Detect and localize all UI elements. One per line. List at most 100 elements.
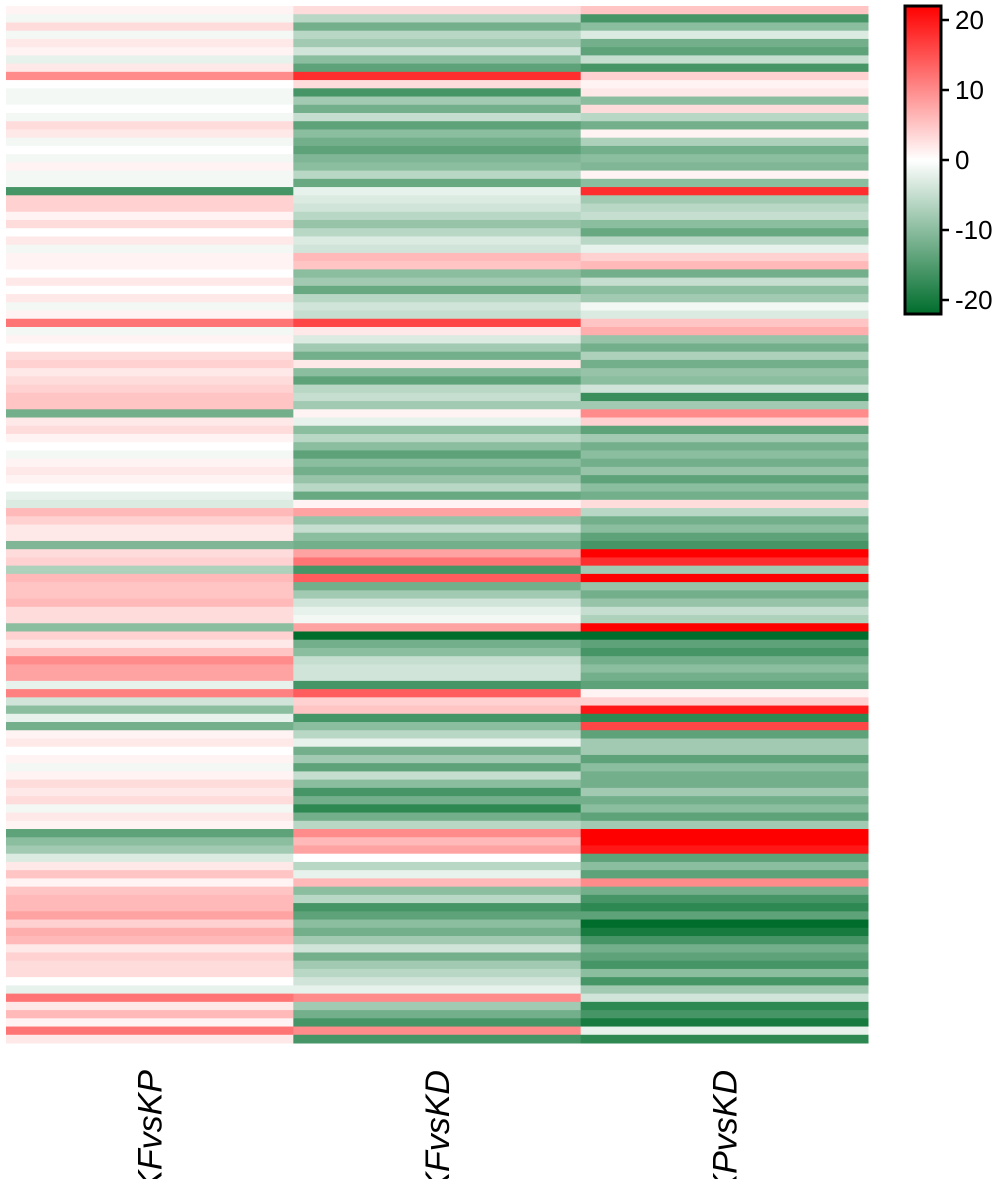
heatmap-cell (6, 656, 294, 665)
heatmap-cell (293, 491, 582, 501)
heatmap-cell (6, 977, 294, 986)
heatmap-cell (6, 540, 294, 550)
heatmap-cell (6, 137, 294, 147)
heatmap-cell (293, 508, 582, 517)
heatmap-cell (293, 187, 582, 196)
heatmap-cell (293, 944, 582, 953)
heatmap-cell (580, 351, 869, 361)
heatmap-cell (580, 631, 869, 641)
heatmap-cell (6, 466, 294, 476)
heatmap-cell (6, 771, 294, 781)
heatmap-cell (293, 960, 582, 970)
heatmap-cell (6, 244, 294, 254)
heatmap-cell (293, 647, 582, 657)
heatmap-cell (580, 672, 869, 682)
heatmap-cell (580, 787, 869, 797)
heatmap-cell (580, 1001, 869, 1011)
heatmap-cell (6, 1010, 294, 1019)
heatmap-cell (6, 738, 294, 748)
heatmap-cell (580, 368, 869, 377)
heatmap-cell (580, 178, 869, 188)
heatmap-cell (293, 80, 582, 89)
heatmap-cell (293, 71, 582, 81)
column-label: KFvsKD (419, 1070, 457, 1179)
heatmap-cell (293, 952, 582, 962)
heatmap-cell (293, 203, 582, 213)
heatmap-cell (6, 261, 294, 270)
heatmap-cell (580, 318, 869, 328)
heatmap-cell (293, 302, 582, 312)
heatmap-cell (580, 499, 869, 509)
heatmap-cell (293, 787, 582, 797)
heatmap-cell (293, 1001, 582, 1011)
heatmap-cell (293, 425, 582, 435)
heatmap-cell (6, 425, 294, 435)
heatmap-cell (580, 746, 869, 756)
heatmap-cell (6, 178, 294, 188)
heatmap-cell (580, 294, 869, 303)
heatmap-cell (293, 664, 582, 674)
heatmap-cell (293, 466, 582, 476)
heatmap-cell (6, 919, 294, 929)
heatmap-cell (293, 820, 582, 830)
heatmap-cell (293, 549, 582, 558)
heatmap-cell (580, 853, 869, 863)
heatmap-cell (293, 318, 582, 328)
heatmap-cell (580, 516, 869, 525)
heatmap-cell (580, 269, 869, 279)
heatmap-cell (293, 38, 582, 48)
heatmap-cell (6, 129, 294, 139)
heatmap-cell (293, 384, 582, 394)
heatmap-cell (6, 409, 294, 419)
heatmap-cell (293, 861, 582, 871)
heatmap-cell (293, 326, 582, 336)
heatmap-cell (6, 952, 294, 962)
heatmap-cell (293, 590, 582, 600)
heatmap-cell (293, 483, 582, 493)
heatmap-cell (293, 582, 582, 591)
column-label: KFvsKP (132, 1070, 170, 1179)
heatmap-cell (580, 697, 869, 707)
heatmap-cell (6, 590, 294, 600)
heatmap-cell (6, 63, 294, 73)
heatmap-cell (6, 754, 294, 764)
heatmap-cell (293, 145, 582, 155)
heatmap-cell (6, 886, 294, 896)
heatmap-cell (293, 829, 582, 838)
heatmap-cell (6, 162, 294, 172)
heatmap-cell (580, 779, 869, 789)
heatmap-cell (6, 845, 294, 855)
heatmap-cell (580, 878, 869, 888)
heatmap-cell (6, 853, 294, 863)
heatmap-cell (580, 409, 869, 419)
heatmap-cell (293, 615, 582, 624)
heatmap-cell (293, 870, 582, 879)
heatmap-cell (580, 6, 869, 15)
heatmap-cell (580, 927, 869, 937)
heatmap-cell (580, 557, 869, 567)
heatmap-cell (6, 170, 294, 180)
heatmap-cell (6, 639, 294, 649)
heatmap-cell (293, 911, 582, 921)
heatmap-cell (293, 137, 582, 147)
heatmap-cell (6, 499, 294, 509)
heatmap-cell (293, 211, 582, 221)
heatmap-cell (293, 754, 582, 764)
heatmap-cell (6, 746, 294, 756)
heatmap-cell (6, 944, 294, 953)
heatmap-cell (293, 722, 582, 731)
heatmap-cell (580, 38, 869, 48)
heatmap-cell (580, 960, 869, 970)
heatmap-cell (6, 376, 294, 386)
heatmap-cell (580, 384, 869, 394)
heatmap-cell (6, 730, 294, 739)
heatmap-cell (6, 211, 294, 221)
heatmap-cell (293, 763, 582, 772)
heatmap-cell (6, 573, 294, 583)
heatmap-cell (6, 796, 294, 805)
heatmap-cell (6, 911, 294, 921)
heatmap-cell (580, 392, 869, 402)
heatmap-cell (580, 738, 869, 748)
heatmap-cell (293, 845, 582, 855)
heatmap-cell (580, 952, 869, 962)
